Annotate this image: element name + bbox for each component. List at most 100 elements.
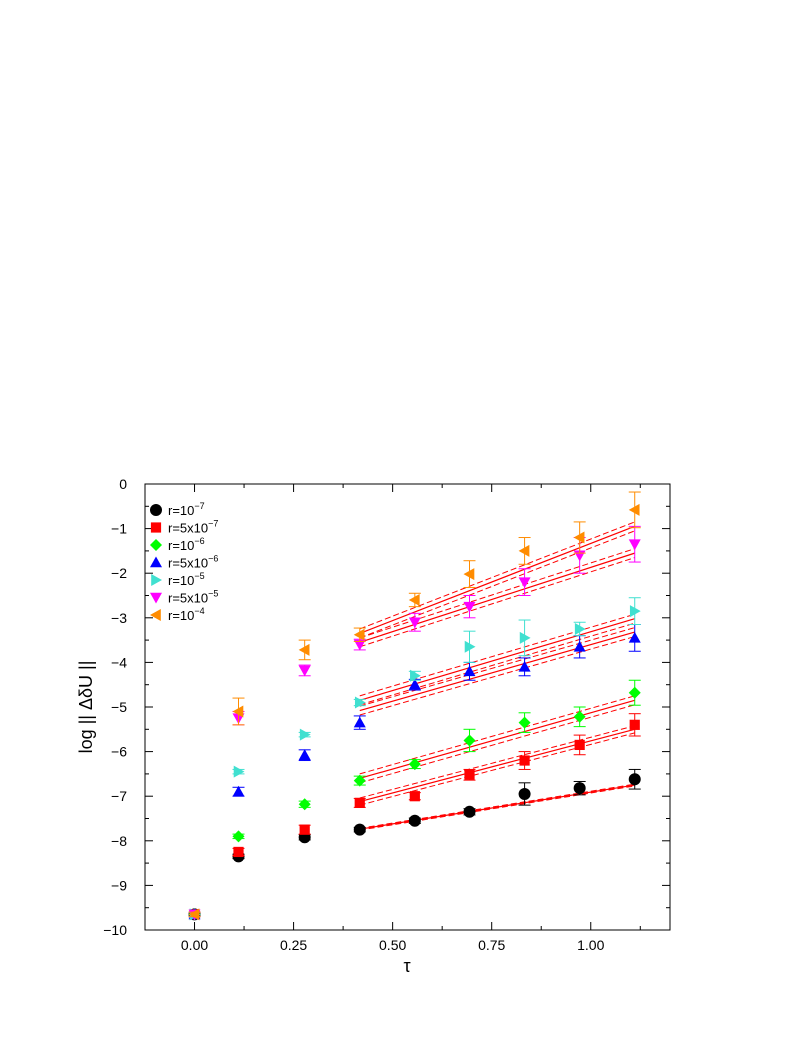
- data-point: [408, 617, 421, 629]
- data-point: [573, 710, 586, 723]
- fit-line: [359, 728, 635, 803]
- legend-label: r=10−7: [168, 501, 205, 518]
- y-tick-label: −6: [111, 744, 127, 760]
- fit-band-line: [359, 636, 635, 716]
- fit-line: [359, 618, 635, 701]
- data-point: [518, 577, 531, 589]
- data-point: [299, 824, 310, 835]
- data-point: [408, 678, 421, 690]
- data-point: [408, 814, 421, 827]
- data-point: [629, 719, 640, 730]
- y-axis: 0 −1 −2 −3 −4 −5 −6 −7 −8 −9 −10: [103, 476, 670, 938]
- fit-band-line: [359, 783, 635, 829]
- x-tick-label: 1.00: [577, 937, 604, 953]
- x-tick-label: 0.25: [280, 937, 307, 953]
- fit-line: [359, 525, 635, 634]
- fit-band-line: [359, 613, 635, 697]
- x-tick-label: 0.50: [379, 937, 406, 953]
- fit-band-line: [359, 695, 635, 775]
- data-point: [298, 643, 310, 656]
- data-point: [464, 640, 476, 653]
- y-axis-title: log || ΔδU ||: [76, 661, 96, 754]
- data-point: [298, 749, 311, 760]
- data-point: [518, 544, 530, 557]
- legend-label: r=5x10−5: [168, 589, 218, 606]
- fit-line: [359, 631, 635, 712]
- y-tick-label: −5: [111, 699, 127, 715]
- legend-marker: [150, 504, 162, 516]
- x-axis-title: τ: [403, 956, 410, 976]
- data-point: [463, 665, 476, 677]
- fit-band-line: [359, 785, 635, 831]
- x-tick-label: 0.00: [181, 937, 208, 953]
- data-point: [353, 639, 366, 651]
- data-point: [354, 696, 366, 709]
- legend-marker: [150, 592, 162, 604]
- data-point: [573, 531, 585, 544]
- data-point: [628, 686, 641, 699]
- data-point: [518, 716, 531, 729]
- data-point: [629, 605, 641, 618]
- legend-marker: [150, 539, 162, 551]
- fit-band-line: [359, 548, 635, 639]
- fit-band-line: [359, 732, 635, 806]
- data-point: [232, 705, 244, 718]
- plot-frame: [144, 483, 671, 931]
- data-point: [628, 539, 641, 551]
- legend-marker: [151, 574, 162, 586]
- data-point: [408, 593, 420, 606]
- data-point: [463, 734, 476, 747]
- fit-line: [359, 552, 635, 643]
- fit-band-line: [359, 557, 635, 648]
- legend-marker: [150, 609, 161, 621]
- fit-band-line: [359, 725, 635, 799]
- y-tick-label: −2: [111, 565, 127, 581]
- data-point: [408, 758, 421, 771]
- legend-marker: [150, 522, 162, 533]
- y-tick-label: −7: [111, 788, 127, 804]
- data-point: [463, 805, 476, 818]
- data-point: [232, 830, 245, 843]
- y-tick-label: −1: [111, 521, 127, 537]
- fit-band-line: [359, 627, 635, 707]
- data-point: [628, 631, 641, 643]
- legend-label: r=10−4: [168, 606, 205, 623]
- data-point: [354, 797, 365, 808]
- data-point: [464, 769, 475, 780]
- data-point: [232, 785, 245, 797]
- legend: r=10−7r=5x10−7r=10−6r=5x10−6r=10−5r=5x10…: [150, 501, 218, 623]
- data-point: [353, 628, 365, 641]
- y-tick-label: −10: [103, 922, 127, 938]
- y-tick-label: 0: [119, 476, 127, 492]
- data-point: [574, 622, 586, 635]
- x-tick-label: 0.75: [478, 937, 505, 953]
- data-point: [519, 631, 531, 644]
- y-tick-label: −4: [111, 654, 127, 670]
- legend-label: r=10−5: [168, 571, 205, 588]
- data-point: [573, 640, 586, 652]
- x-axis: 0.00 0.25 0.50 0.75 1.00: [144, 484, 641, 953]
- data-point: [353, 774, 366, 787]
- data-point: [518, 660, 531, 672]
- data-point: [573, 782, 586, 795]
- data-point: [298, 665, 311, 677]
- data-point: [463, 601, 476, 613]
- y-tick-label: −9: [111, 877, 127, 893]
- data-point: [188, 908, 200, 921]
- fit-band-line: [359, 521, 635, 630]
- data-point: [574, 739, 585, 751]
- data-point: [353, 823, 366, 836]
- data-point: [353, 716, 366, 728]
- data-point: [233, 846, 244, 858]
- data-point: [409, 791, 420, 802]
- legend-marker: [150, 556, 162, 568]
- y-tick-label: −3: [111, 610, 127, 626]
- fit-band-line: [359, 704, 635, 784]
- data-point: [628, 503, 640, 516]
- data-point: [299, 728, 311, 741]
- data-point: [410, 669, 421, 682]
- legend-label: r=5x10−7: [168, 519, 218, 536]
- legend-label: r=5x10−6: [168, 554, 218, 571]
- data-point: [519, 755, 530, 766]
